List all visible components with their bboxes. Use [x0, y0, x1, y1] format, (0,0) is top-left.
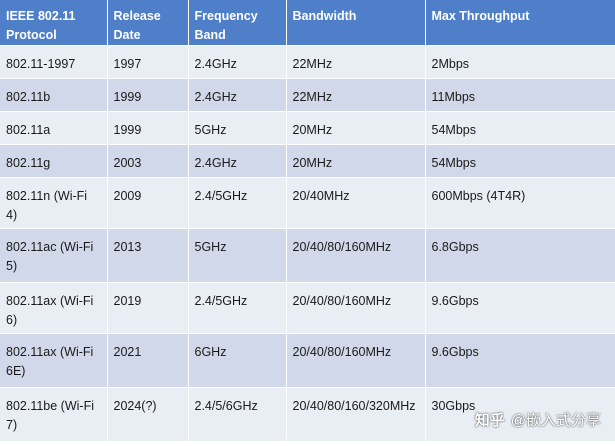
cell-max-throughput: 11Mbps: [425, 78, 615, 112]
cell-frequency-band: 2.4GHz: [188, 45, 287, 79]
cell-release-date: 1999: [107, 78, 189, 112]
cell-protocol: 802.11ax (Wi-Fi 6): [0, 282, 108, 334]
header-release-date: Release Date: [107, 0, 189, 46]
cell-protocol: 802.11-1997: [0, 45, 108, 79]
table-row: 802.11be (Wi-Fi 7) 2024(?) 2.4/5/6GHz 20…: [0, 387, 615, 442]
cell-bandwidth: 20/40/80/160/320MHz: [286, 387, 426, 442]
cell-frequency-band: 5GHz: [188, 228, 287, 283]
cell-release-date: 2009: [107, 177, 189, 229]
table-row: 802.11ax (Wi-Fi 6E) 2021 6GHz 20/40/80/1…: [0, 333, 615, 388]
cell-frequency-band: 2.4/5GHz: [188, 282, 287, 334]
cell-release-date: 2024(?): [107, 387, 189, 442]
table-row: 802.11n (Wi-Fi 4) 2009 2.4/5GHz 20/40MHz…: [0, 177, 615, 229]
header-protocol: IEEE 802.11 Protocol: [0, 0, 108, 46]
cell-bandwidth: 20MHz: [286, 144, 426, 178]
cell-frequency-band: 2.4/5/6GHz: [188, 387, 287, 442]
cell-bandwidth: 20/40/80/160MHz: [286, 282, 426, 334]
cell-frequency-band: 6GHz: [188, 333, 287, 388]
cell-protocol: 802.11g: [0, 144, 108, 178]
cell-max-throughput: 9.6Gbps: [425, 333, 615, 388]
cell-release-date: 2019: [107, 282, 189, 334]
cell-bandwidth: 22MHz: [286, 45, 426, 79]
cell-release-date: 1999: [107, 111, 189, 145]
cell-protocol: 802.11a: [0, 111, 108, 145]
table-row: 802.11b 1999 2.4GHz 22MHz 11Mbps: [0, 78, 615, 112]
cell-protocol: 802.11n (Wi-Fi 4): [0, 177, 108, 229]
cell-protocol: 802.11ax (Wi-Fi 6E): [0, 333, 108, 388]
cell-bandwidth: 20/40/80/160MHz: [286, 333, 426, 388]
cell-release-date: 2003: [107, 144, 189, 178]
table-row: 802.11a 1999 5GHz 20MHz 54Mbps: [0, 111, 615, 145]
cell-bandwidth: 22MHz: [286, 78, 426, 112]
cell-max-throughput: 600Mbps (4T4R): [425, 177, 615, 229]
cell-frequency-band: 5GHz: [188, 111, 287, 145]
zhihu-logo: 知乎: [474, 412, 505, 429]
cell-protocol: 802.11ac (Wi-Fi 5): [0, 228, 108, 283]
cell-protocol: 802.11be (Wi-Fi 7): [0, 387, 108, 442]
header-bandwidth: Bandwidth: [286, 0, 426, 46]
cell-max-throughput: 54Mbps: [425, 144, 615, 178]
table-row: 802.11ax (Wi-Fi 6) 2019 2.4/5GHz 20/40/8…: [0, 282, 615, 334]
header-max-throughput: Max Throughput: [425, 0, 615, 46]
cell-bandwidth: 20/40/80/160MHz: [286, 228, 426, 283]
table-row: 802.11-1997 1997 2.4GHz 22MHz 2Mbps: [0, 45, 615, 79]
cell-protocol: 802.11b: [0, 78, 108, 112]
cell-max-throughput: 30Gbps: [425, 387, 615, 442]
cell-bandwidth: 20/40MHz: [286, 177, 426, 229]
watermark: 知乎 @嵌入式分享: [475, 409, 601, 430]
table-row: 802.11ac (Wi-Fi 5) 2013 5GHz 20/40/80/16…: [0, 228, 615, 283]
cell-release-date: 2013: [107, 228, 189, 283]
cell-release-date: 1997: [107, 45, 189, 79]
cell-bandwidth: 20MHz: [286, 111, 426, 145]
cell-release-date: 2021: [107, 333, 189, 388]
header-frequency-band: Frequency Band: [188, 0, 287, 46]
cell-max-throughput: 2Mbps: [425, 45, 615, 79]
cell-frequency-band: 2.4GHz: [188, 144, 287, 178]
cell-max-throughput: 9.6Gbps: [425, 282, 615, 334]
cell-frequency-band: 2.4GHz: [188, 78, 287, 112]
cell-max-throughput: 54Mbps: [425, 111, 615, 145]
cell-frequency-band: 2.4/5GHz: [188, 177, 287, 229]
watermark-text: @嵌入式分享: [510, 412, 601, 429]
table-header-row: IEEE 802.11 Protocol Release Date Freque…: [0, 0, 615, 46]
table-row: 802.11g 2003 2.4GHz 20MHz 54Mbps: [0, 144, 615, 178]
cell-max-throughput: 6.8Gbps: [425, 228, 615, 283]
